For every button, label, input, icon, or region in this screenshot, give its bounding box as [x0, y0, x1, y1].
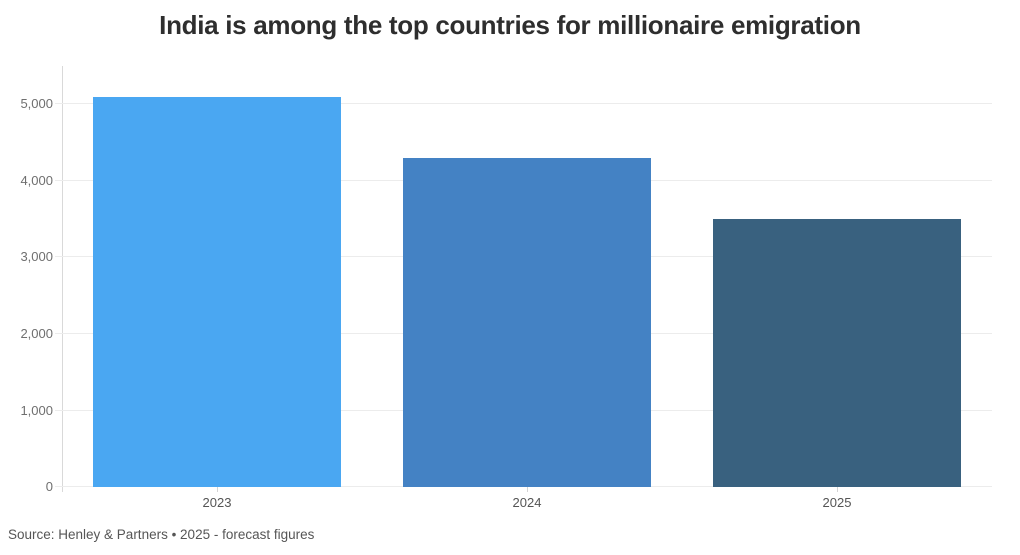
y-axis-label: 1,000 — [20, 402, 53, 418]
x-tick-2025 — [837, 487, 838, 492]
bar-2023[interactable] — [93, 96, 341, 487]
y-axis-label: 3,000 — [20, 249, 53, 265]
y-axis-label: 0 — [45, 479, 53, 494]
y-axis-label: 2,000 — [20, 325, 53, 341]
source-note: Source: Henley & Partners • 2025 - forec… — [8, 527, 315, 542]
x-axis-label-2025: 2025 — [822, 495, 852, 510]
x-axis-label-2023: 2023 — [202, 495, 232, 510]
x-tick-2023 — [217, 487, 218, 492]
y-axis-label: 5,000 — [20, 96, 53, 112]
x-tick-2024 — [527, 487, 528, 492]
gridline-5,000 — [55, 103, 992, 105]
chart-title: India is among the top countries for mil… — [159, 10, 861, 40]
bar-2025[interactable] — [713, 219, 961, 487]
bar-2024[interactable] — [403, 157, 651, 487]
plot-area: 0 1,000 2,000 3,000 4,000 5,000 2023 2024 2025 — [20, 66, 992, 510]
x-axis-label-2024: 2024 — [512, 495, 542, 510]
y-axis-label: 4,000 — [20, 172, 53, 188]
y-axis-line — [62, 66, 63, 492]
